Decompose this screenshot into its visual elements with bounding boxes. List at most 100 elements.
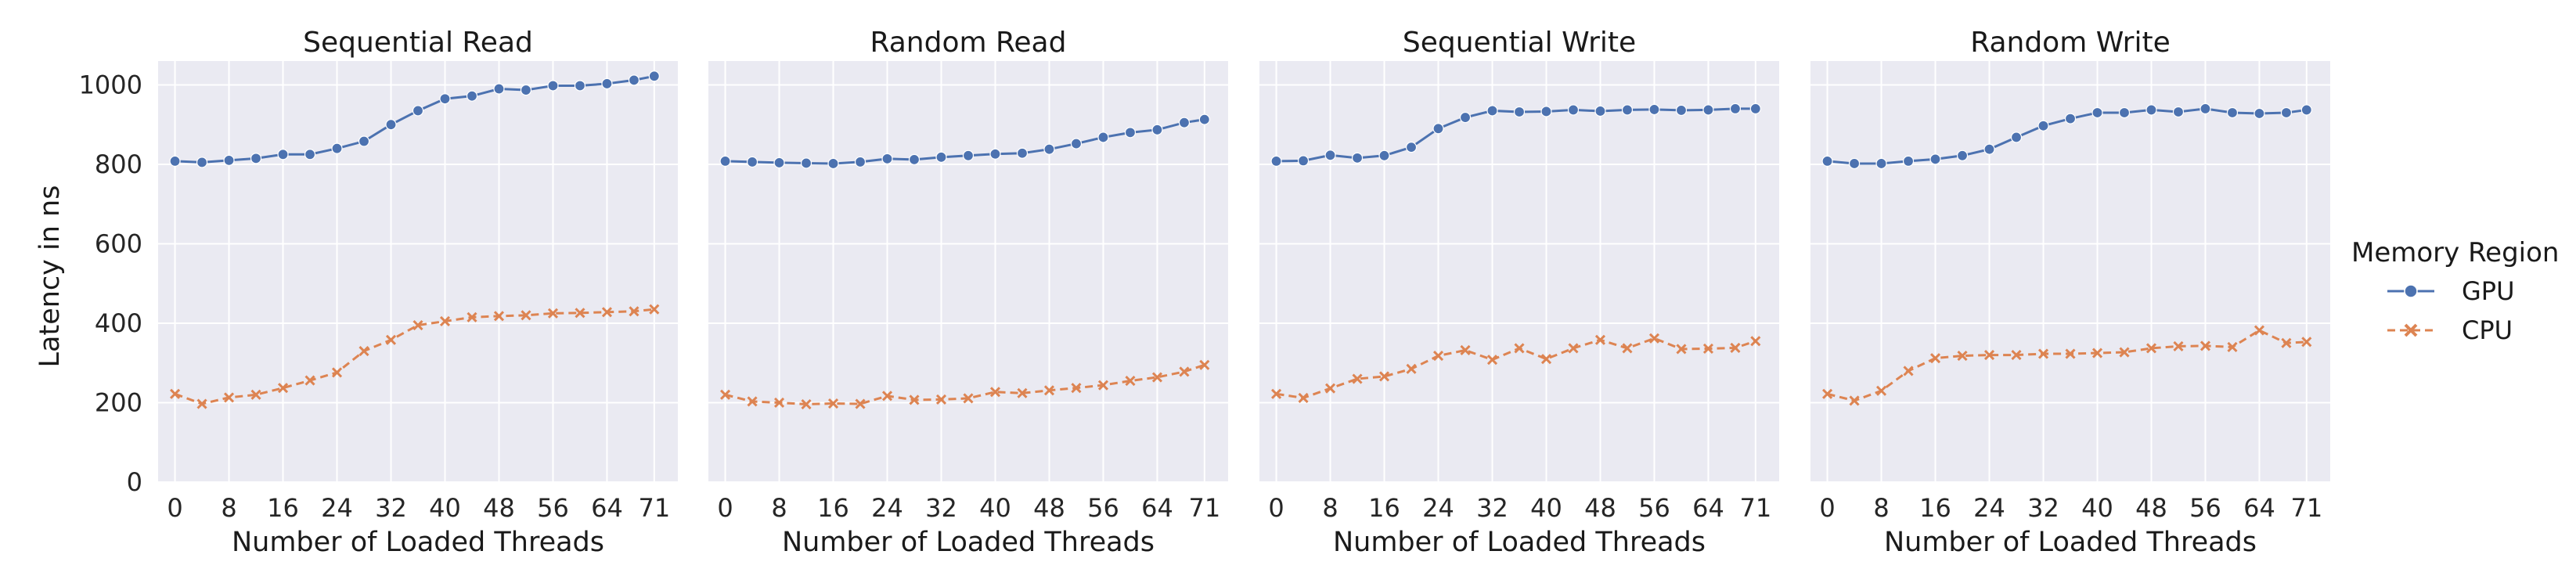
point-cpu [1378, 371, 1390, 382]
point-cpu [250, 389, 261, 400]
point-gpu [1151, 124, 1163, 135]
point-cpu [277, 383, 289, 394]
point-cpu [1957, 351, 1968, 362]
x-tick-label: 8 [1873, 493, 1889, 523]
point-gpu [2118, 106, 2131, 119]
point-gpu [1351, 152, 1364, 164]
panel-background [708, 61, 1228, 482]
point-gpu [1648, 103, 1660, 116]
point-cpu [2011, 350, 2022, 361]
point-cpu [196, 398, 207, 409]
y-tick-label: 600 [95, 229, 142, 258]
point-gpu [1956, 149, 1969, 161]
point-gpu [648, 70, 660, 82]
point-gpu [196, 157, 208, 168]
point-gpu [989, 148, 1001, 160]
x-tick-label: 71 [638, 493, 670, 523]
point-gpu [385, 119, 397, 131]
point-cpu [169, 388, 181, 399]
point-cpu [719, 389, 731, 400]
x-tick-label: 40 [1530, 493, 1562, 523]
y-axis-label: Latency in ns [34, 185, 66, 368]
point-cpu [1849, 395, 1860, 406]
point-cpu [2254, 325, 2265, 336]
point-gpu [304, 149, 316, 160]
x-tick-label: 24 [1422, 493, 1454, 523]
point-cpu [331, 367, 343, 378]
point-cpu [1486, 355, 1498, 366]
point-gpu [962, 149, 975, 161]
point-gpu [466, 90, 478, 102]
point-cpu [1568, 343, 1579, 354]
point-gpu [1016, 147, 1029, 159]
point-cpu [521, 310, 531, 321]
point-cpu [1875, 385, 1887, 396]
point-gpu [2091, 106, 2103, 119]
point-cpu [493, 311, 505, 322]
x-axis-label: Number of Loaded Threads [232, 527, 604, 558]
point-cpu [881, 391, 893, 402]
y-tick-label: 800 [95, 149, 142, 179]
x-tick-label: 8 [771, 493, 787, 523]
x-tick-label: 56 [537, 493, 569, 523]
point-gpu [2226, 106, 2239, 119]
point-cpu [963, 393, 974, 404]
panel-title: Random Read [870, 27, 1067, 59]
point-gpu [1070, 138, 1083, 149]
point-gpu [2037, 120, 2049, 131]
point-gpu [1270, 155, 1282, 167]
point-gpu [2200, 103, 2211, 115]
point-gpu [574, 80, 586, 92]
point-cpu [2065, 348, 2076, 359]
point-cpu [989, 387, 1001, 398]
point-cpu [649, 304, 660, 315]
point-cpu [1432, 351, 1444, 362]
x-tick-label: 64 [2243, 493, 2275, 523]
point-gpu [1821, 155, 1833, 167]
legend-cpu-label: CPU [2462, 315, 2513, 345]
point-cpu [629, 306, 639, 317]
point-gpu [746, 156, 758, 168]
point-cpu [1460, 344, 1471, 356]
point-gpu [520, 84, 532, 96]
x-tick-label: 40 [2081, 493, 2113, 523]
panel-background [1810, 61, 2330, 482]
point-gpu [223, 154, 235, 166]
x-tick-label: 0 [1819, 493, 1835, 523]
point-gpu [412, 105, 424, 117]
point-cpu [1903, 366, 1914, 376]
panel-2: Random Read 0 8 16 24 32 40 48 56 64 71 Number of L… [708, 27, 1228, 558]
point-gpu [881, 153, 893, 164]
point-gpu [628, 74, 640, 86]
x-tick-label: 16 [1919, 493, 1951, 523]
point-gpu [2254, 107, 2265, 120]
point-cpu [1983, 350, 1995, 361]
point-cpu [2173, 340, 2184, 351]
x-tick-label: 64 [1692, 493, 1724, 523]
point-gpu [1621, 104, 1634, 116]
point-cpu [304, 375, 315, 386]
x-tick-label: 40 [979, 493, 1011, 523]
point-cpu [358, 345, 369, 357]
point-cpu [2091, 348, 2103, 358]
point-gpu [1198, 113, 1210, 125]
point-gpu [439, 93, 451, 105]
panel-4: Random Write 0 8 16 24 32 40 48 56 64 71 Number of … [1810, 27, 2330, 558]
x-tick-label: 48 [2135, 493, 2167, 523]
point-cpu [855, 398, 866, 409]
panel-3: Sequential Write 0 8 16 24 32 40 48 56 64 71 Number… [1259, 27, 1779, 558]
point-gpu [935, 151, 947, 163]
x-tick-label: 56 [2189, 493, 2221, 523]
point-gpu [493, 83, 505, 95]
point-gpu [800, 157, 812, 169]
point-gpu [1324, 149, 1336, 161]
point-cpu [801, 398, 812, 410]
point-cpu [1199, 359, 1210, 370]
point-gpu [2300, 104, 2312, 116]
point-cpu [601, 307, 613, 318]
x-tick-label: 16 [1368, 493, 1400, 523]
point-cpu [1730, 342, 1741, 354]
point-cpu [1352, 373, 1363, 384]
point-gpu [250, 153, 262, 164]
